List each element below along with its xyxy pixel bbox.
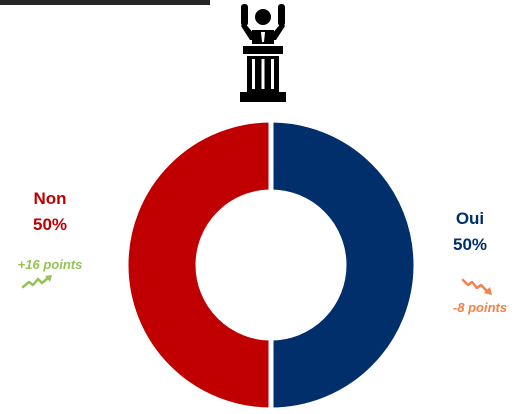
trend-up-icon [21,275,52,289]
donut-slice-non [123,117,274,413]
value-label-non: 50% [32,215,68,234]
category-label-oui: Oui [455,209,485,228]
change-label-non: +16 points [17,257,83,272]
change-label-oui: -8 points [452,300,508,315]
value-label-oui: 50% [452,235,488,254]
category-label-non: Non [33,189,67,208]
label-oui: Oui 50% [440,208,500,256]
trend-down-icon [461,278,492,295]
donut-slice-oui [268,117,419,413]
top-edge-strip [0,0,210,5]
podium-speaker-icon [240,4,286,102]
label-non: Non 50% [20,188,80,236]
